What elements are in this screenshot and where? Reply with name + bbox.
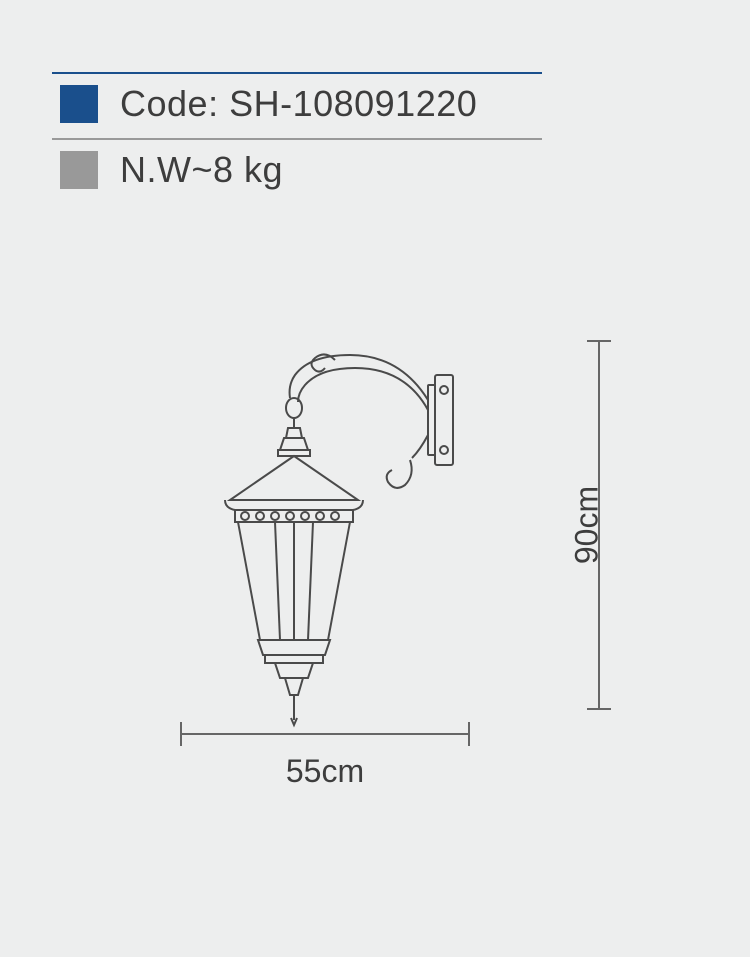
- code-marker-icon: [60, 85, 98, 123]
- weight-text: N.W~8 kg: [120, 149, 283, 191]
- weight-marker-icon: [60, 151, 98, 189]
- width-label: 55cm: [286, 753, 364, 789]
- lantern-drawing: [180, 330, 470, 730]
- code-text: Code: SH-108091220: [120, 83, 477, 125]
- width-dimension-line: [180, 733, 470, 735]
- product-info-panel: Code: SH-108091220 N.W~8 kg: [52, 72, 542, 200]
- weight-row: N.W~8 kg: [52, 138, 542, 200]
- height-dimension: 90cm: [598, 340, 600, 710]
- technical-diagram: 90cm 55cm: [120, 330, 620, 810]
- code-row: Code: SH-108091220: [52, 72, 542, 134]
- height-label: 90cm: [569, 486, 606, 564]
- width-dimension: 55cm: [180, 733, 470, 790]
